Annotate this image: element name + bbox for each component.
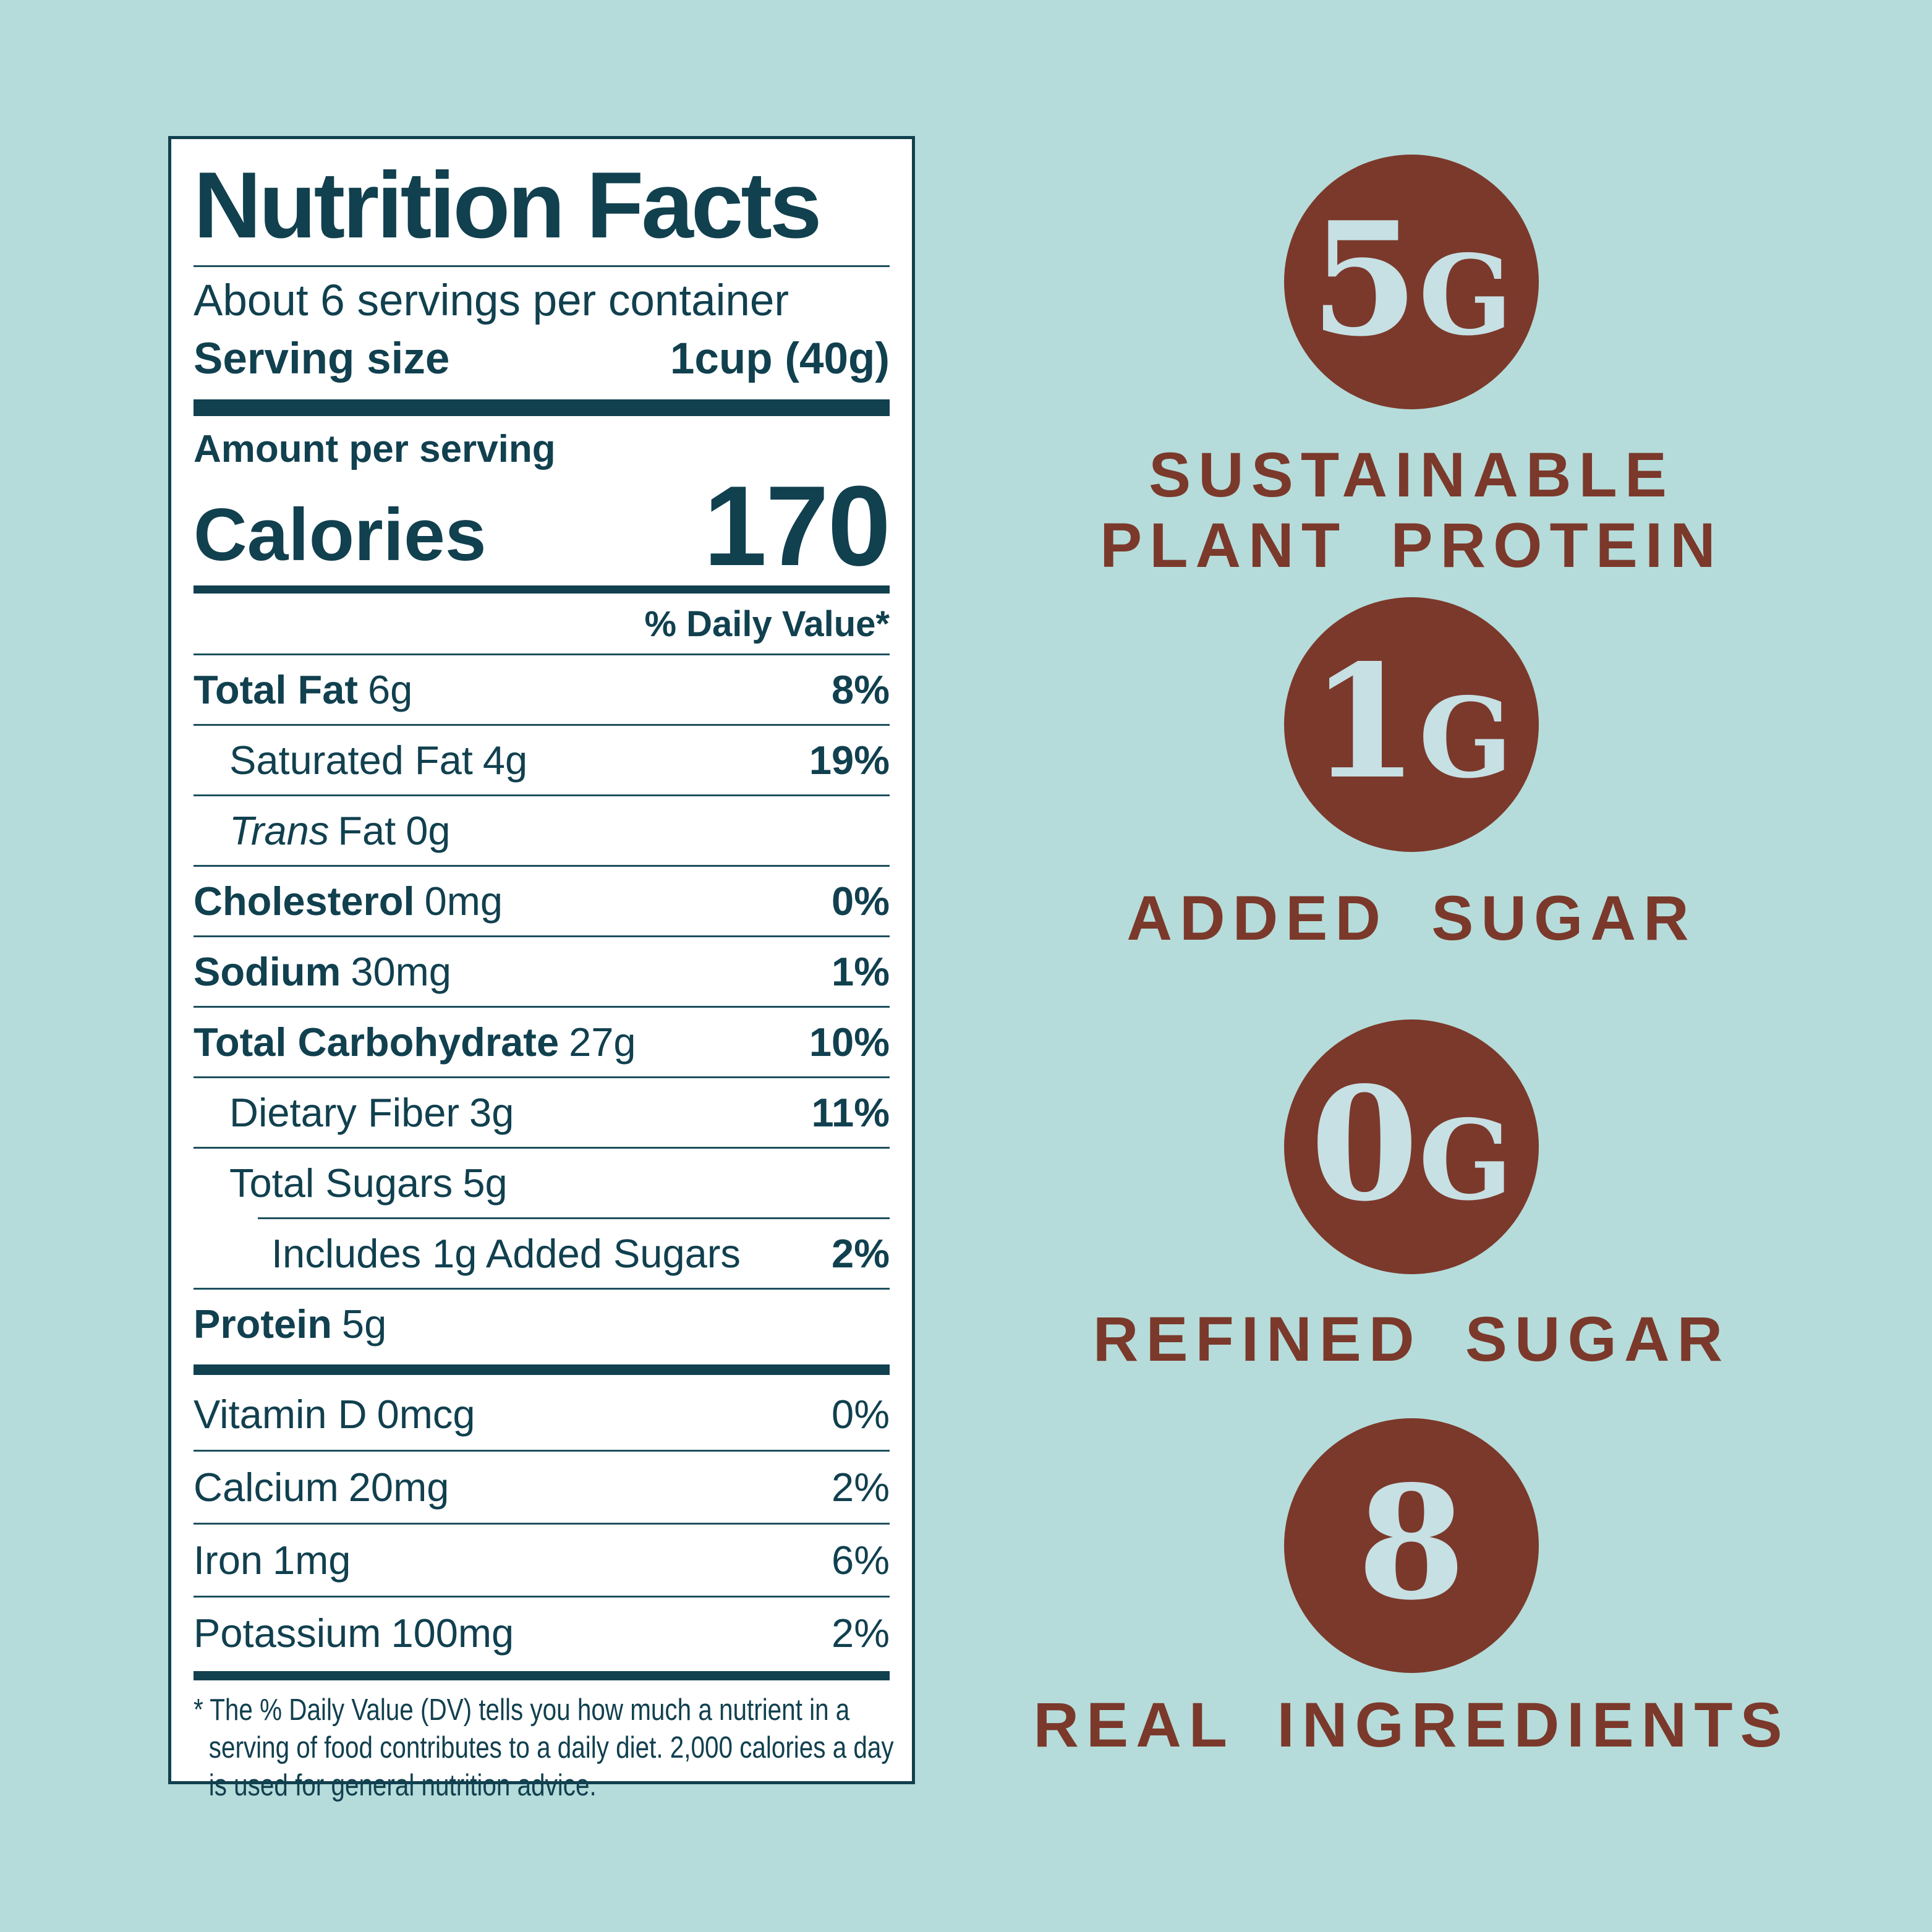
label-title: Nutrition Facts: [194, 153, 822, 258]
serving-size-row: Serving size 1cup (40g): [194, 330, 890, 388]
nutrient-row-protein: Protein 5g: [194, 1290, 890, 1358]
nutrient-row-trans-fat: Trans Fat 0g: [194, 796, 890, 867]
vitamin-amount: 100mg: [391, 1611, 514, 1656]
badge-caption-real-ingredients: REAL INGREDIENTS: [979, 1690, 1844, 1760]
footnote-container: * The % Daily Value (DV) tells you how m…: [194, 1692, 894, 1805]
nutrient-name: Total Sugars: [229, 1160, 453, 1206]
daily-value-header: % Daily Value*: [194, 594, 890, 655]
nutrient-amount: 3g: [469, 1090, 514, 1135]
badge-value: 0: [1310, 1053, 1419, 1236]
nutrient-name: Fat: [338, 808, 396, 853]
nutrient-name: Total Carbohydrate: [194, 1019, 560, 1065]
nutrient-amount: 27g: [569, 1019, 636, 1065]
medium-divider: [194, 585, 890, 594]
nutrient-amount: 5g: [341, 1301, 387, 1347]
badge-caption-plant-protein: SUSTAINABLE PLANT PROTEIN: [979, 440, 1844, 581]
divider: [194, 265, 890, 267]
vitamin-row-iron: Iron 1mg 6%: [194, 1525, 890, 1598]
nutrient-amount: 6g: [368, 667, 413, 712]
footnote: * The % Daily Value (DV) tells you how m…: [194, 1693, 894, 1802]
calories-row: Calories 170: [194, 462, 891, 589]
calories-label: Calories: [194, 493, 487, 576]
badge-caption-line: REFINED SUGAR: [1092, 1304, 1730, 1374]
inset-divider: [258, 1217, 890, 1219]
amount-per-serving: Amount per serving: [194, 428, 556, 470]
nutrient-amount: 5g: [462, 1160, 508, 1206]
nutrient-amount: 4g: [482, 738, 528, 783]
nutrient-dv: 10%: [809, 1019, 890, 1065]
badge-value: 8: [1357, 1452, 1466, 1635]
nutrient-dv: 11%: [811, 1090, 890, 1135]
vitamin-row-potassium: Potassium 100mg 2%: [194, 1598, 890, 1669]
nutrient-row-total-carbohydrate: Total Carbohydrate 27g 10%: [194, 1008, 890, 1078]
serving-size-label: Serving size: [194, 334, 450, 383]
badge-caption-added-sugar: ADDED SUGAR: [979, 883, 1844, 953]
nutrient-row-total-sugars: Total Sugars 5g: [194, 1149, 890, 1217]
thick-divider: [194, 1364, 890, 1375]
thick-divider: [194, 399, 890, 416]
nutrient-amount: 0mg: [424, 879, 503, 924]
serving-size-value: 1cup (40g): [670, 334, 890, 383]
vitamin-dv: 2%: [832, 1611, 890, 1656]
nutrient-dv: 1%: [832, 949, 890, 994]
vitamin-name: Vitamin D: [194, 1392, 367, 1437]
nutrient-amount: 0g: [406, 808, 451, 853]
badge-unit: G: [1418, 231, 1513, 360]
vitamin-amount: 20mg: [348, 1465, 449, 1510]
nutrient-dv: 19%: [809, 738, 890, 783]
vitamin-amount: 1mg: [273, 1538, 351, 1583]
nutrient-name: Protein: [194, 1301, 332, 1347]
servings-per-container: About 6 servings per container: [194, 276, 789, 325]
nutrient-name: Saturated Fat: [229, 738, 473, 783]
badge-unit: G: [1418, 1096, 1513, 1225]
badge-circle-added-sugar: 1G: [1284, 597, 1539, 852]
badge-value: 5: [1310, 188, 1419, 371]
vitamin-name: Iron: [194, 1538, 263, 1583]
nutrient-row-cholesterol: Cholesterol 0mg 0%: [194, 867, 890, 937]
nutrient-name: Includes 1g Added Sugars: [271, 1231, 741, 1276]
nutrient-dv: 0%: [832, 879, 890, 924]
nutrient-row-total-fat: Total Fat 6g 8%: [194, 655, 890, 726]
badge-caption-refined-sugar: REFINED SUGAR: [979, 1304, 1844, 1374]
vitamin-row-vitamin-d: Vitamin D 0mcg 0%: [194, 1379, 890, 1452]
badge-caption-line: REAL INGREDIENTS: [1033, 1690, 1790, 1760]
calories-value: 170: [704, 462, 891, 589]
badge-caption-line: SUSTAINABLE: [1149, 440, 1674, 510]
vitamin-dv: 2%: [832, 1465, 890, 1510]
badge-circle-plant-protein: 5G: [1284, 155, 1539, 409]
nutrient-dv: 8%: [832, 667, 890, 712]
nutrient-row-added-sugars: Includes 1g Added Sugars 2%: [194, 1219, 890, 1290]
badge-circle-real-ingredients: 8: [1284, 1418, 1539, 1673]
vitamin-name: Potassium: [194, 1611, 381, 1656]
vitamin-row-calcium: Calcium 20mg 2%: [194, 1452, 890, 1525]
nutrient-name: Cholesterol: [194, 879, 415, 924]
nutrition-facts-label: Nutrition Facts About 6 servings per con…: [168, 136, 915, 1802]
badge-value: 1: [1310, 631, 1419, 814]
nutrient-name-italic: Trans: [229, 808, 330, 853]
nutrient-name: Sodium: [194, 949, 341, 994]
badge-circle-refined-sugar: 0G: [1284, 1019, 1539, 1274]
vitamin-amount: 0mcg: [377, 1392, 475, 1437]
vitamin-dv: 0%: [832, 1392, 890, 1437]
nutrient-dv: 2%: [832, 1231, 890, 1276]
nutrient-name: Dietary Fiber: [229, 1090, 460, 1135]
badge-caption-line: PLANT PROTEIN: [1100, 510, 1723, 581]
vitamin-dv: 6%: [832, 1538, 890, 1583]
badge-unit: G: [1418, 673, 1513, 802]
nutrient-name: Total Fat: [194, 667, 358, 712]
nutrient-row-dietary-fiber: Dietary Fiber 3g 11%: [194, 1078, 890, 1149]
vitamin-name: Calcium: [194, 1465, 339, 1510]
badge-caption-line: ADDED SUGAR: [1126, 883, 1696, 953]
nutrient-row-sodium: Sodium 30mg 1%: [194, 937, 890, 1008]
nutrient-row-saturated-fat: Saturated Fat 4g 19%: [194, 726, 890, 796]
nutrient-amount: 30mg: [351, 949, 451, 994]
thick-divider: [194, 1671, 890, 1680]
